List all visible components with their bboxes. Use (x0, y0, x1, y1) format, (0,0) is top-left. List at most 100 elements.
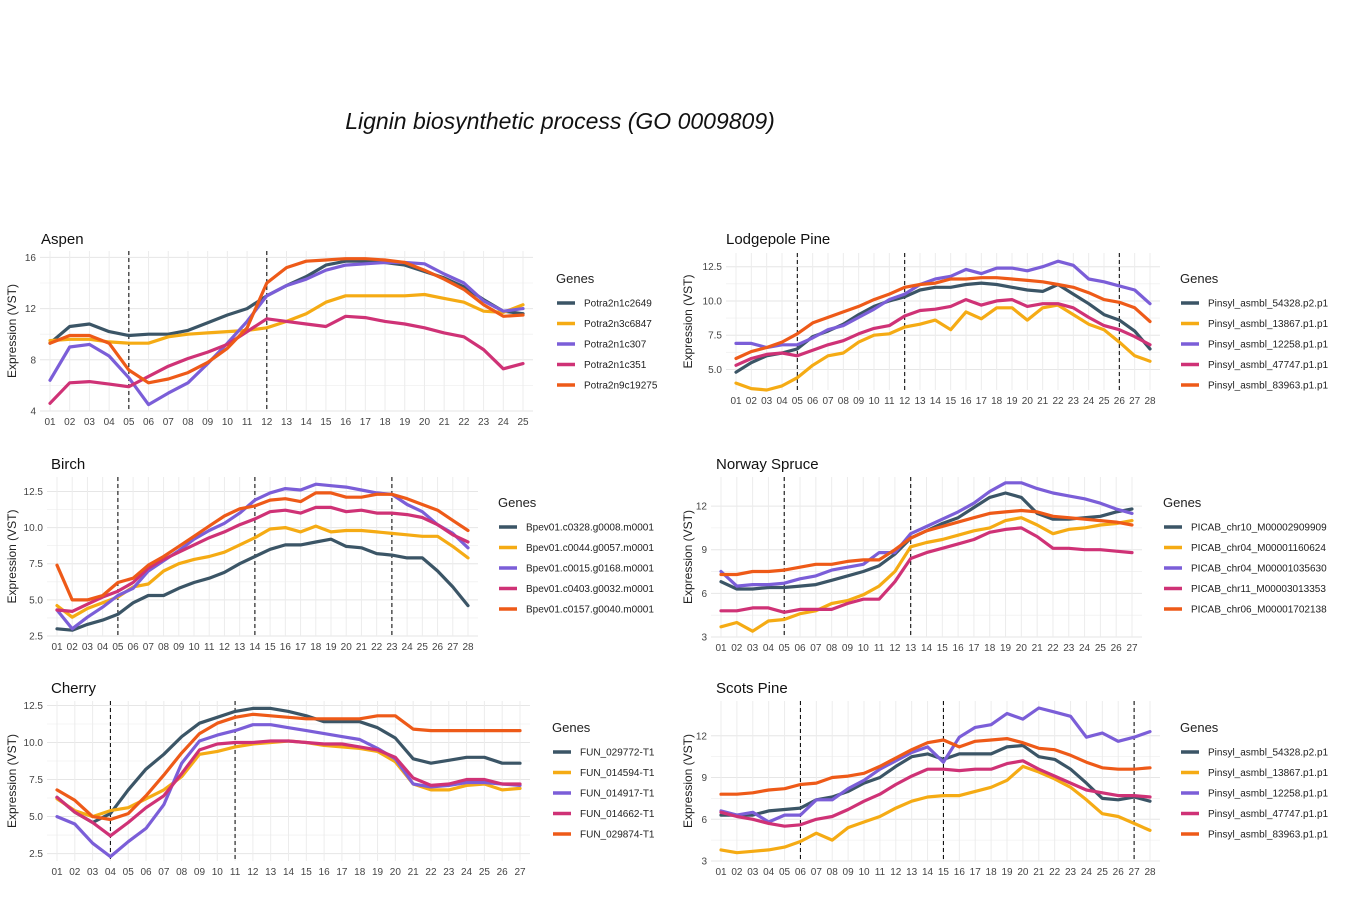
panel-scots-pine: 3 6 9 12 01 02 03 04 05 06 07 08 09 10 11 12 13 14 15 16 17 1… (681, 680, 1329, 878)
y-tick-label: 12 (696, 502, 708, 513)
legend-title: Genes (1180, 271, 1219, 286)
x-tick-label: 04 (105, 867, 117, 878)
legend-label: Potra2n3c6847 (584, 319, 652, 330)
series-line-PICAB_chr06_M00001702138 (719, 508, 1134, 577)
legend-label: Bpev01.c0328.g0008.m0001 (526, 523, 654, 534)
x-tick-label: 14 (921, 643, 933, 654)
x-tick-label: 03 (747, 867, 759, 878)
x-tick-label: 27 (447, 642, 459, 653)
legend-label: PICAB_chr10_M00002909909 (1191, 523, 1327, 534)
y-tick-label: 12.5 (24, 487, 44, 498)
x-tick-label: 14 (922, 867, 934, 878)
x-tick-label: 07 (811, 867, 823, 878)
x-tick-label: 16 (319, 867, 331, 878)
x-tick-label: 23 (1068, 396, 1080, 407)
series-line-Bpev01.c0015.g0168.m0001 (55, 482, 470, 631)
legend-label: Potra2n1c2649 (584, 299, 652, 310)
x-tick-label: 09 (853, 396, 865, 407)
legend-label: Pinsyl_asmbl_47747.p1.p1 (1208, 360, 1329, 371)
x-tick-label: 07 (158, 867, 170, 878)
x-tick-label: 23 (1065, 867, 1077, 878)
series-line-Pinsyl_asmbl_13867.p1.p1 (719, 764, 1152, 855)
x-tick-label: 07 (143, 642, 155, 653)
x-tick-label: 07 (810, 643, 822, 654)
y-tick-label: 2.5 (29, 849, 43, 860)
x-tick-label: 07 (163, 417, 175, 428)
x-tick-label: 23 (443, 867, 455, 878)
x-tick-label: 12 (889, 643, 901, 654)
x-tick-label: 15 (320, 417, 332, 428)
x-tick-label: 19 (1006, 396, 1018, 407)
series-line-PICAB_chr04_M00001160624 (719, 516, 1134, 633)
x-tick-label: 20 (1017, 867, 1029, 878)
series-line-Bpev01.c0157.g0040.m0001 (55, 491, 470, 602)
x-tick-label: 22 (1052, 396, 1064, 407)
x-tick-label: 02 (746, 396, 758, 407)
x-tick-label: 18 (986, 867, 998, 878)
x-tick-label: 08 (158, 642, 170, 653)
x-tick-label: 20 (419, 417, 431, 428)
x-tick-label: 28 (1144, 867, 1156, 878)
legend-label: Potra2n1c351 (584, 360, 647, 371)
x-tick-label: 25 (417, 642, 429, 653)
x-tick-label: 13 (265, 867, 277, 878)
y-tick-label: 5.0 (29, 812, 43, 823)
y-axis-label: Expression (VST) (681, 510, 695, 604)
legend-label: PICAB_chr04_M00001035630 (1191, 564, 1327, 575)
x-tick-label: 12 (899, 396, 911, 407)
y-tick-label: 8 (30, 355, 36, 366)
x-tick-label: 19 (399, 417, 411, 428)
legend-title: Genes (552, 720, 591, 735)
x-tick-label: 14 (283, 867, 295, 878)
x-tick-label: 18 (991, 396, 1003, 407)
panel-birch: 2.5 5.0 7.5 10.0 12.5 01 02 03 04 05 06 07 08 09 10 11 1… (5, 456, 654, 653)
x-tick-label: 13 (234, 642, 246, 653)
series-line-Pinsyl_asmbl_13867.p1.p1 (734, 303, 1152, 392)
x-tick-label: 25 (1097, 867, 1109, 878)
x-tick-label: 19 (1001, 867, 1013, 878)
x-tick-label: 12 (261, 417, 273, 428)
x-tick-label: 01 (44, 417, 56, 428)
x-tick-label: 18 (379, 417, 391, 428)
x-tick-label: 12 (219, 642, 231, 653)
x-tick-label: 24 (402, 642, 414, 653)
x-tick-label: 22 (425, 867, 437, 878)
y-tick-label: 3 (701, 633, 707, 644)
x-tick-label: 08 (827, 867, 839, 878)
y-tick-label: 7.5 (708, 331, 722, 342)
x-tick-label: 02 (64, 417, 76, 428)
x-tick-label: 16 (954, 867, 966, 878)
x-tick-label: 13 (905, 643, 917, 654)
x-tick-label: 21 (1037, 396, 1049, 407)
legend-label: FUN_029874-T1 (580, 830, 655, 841)
legend-label: Pinsyl_asmbl_83963.p1.p1 (1208, 830, 1329, 841)
legend-label: Bpev01.c0403.g0032.m0001 (526, 584, 654, 595)
x-tick-label: 11 (884, 396, 895, 407)
legend-label: Potra2n9c19275 (584, 381, 658, 392)
x-tick-label: 01 (51, 642, 63, 653)
x-tick-label: 26 (1111, 643, 1123, 654)
x-tick-label: 15 (938, 867, 950, 878)
x-tick-label: 20 (390, 867, 402, 878)
y-axis-label: Expression (VST) (681, 274, 695, 368)
x-tick-label: 04 (776, 396, 788, 407)
x-tick-label: 10 (868, 396, 880, 407)
x-tick-label: 25 (479, 867, 491, 878)
x-tick-label: 21 (439, 417, 451, 428)
y-axis-label: Expression (VST) (5, 509, 19, 603)
panel-aspen: 4 8 12 16 01 02 03 04 05 06 07 08 09 10 11 12 13 14 15 16 17… (5, 231, 658, 428)
x-tick-label: 13 (281, 417, 293, 428)
panel-title: Cherry (51, 680, 97, 697)
x-tick-label: 23 (1063, 643, 1075, 654)
y-tick-label: 2.5 (29, 632, 43, 643)
x-tick-label: 08 (176, 867, 188, 878)
x-tick-label: 27 (1129, 396, 1141, 407)
x-tick-label: 15 (937, 643, 949, 654)
x-tick-label: 20 (1022, 396, 1034, 407)
x-tick-label: 27 (1126, 643, 1138, 654)
legend-label: FUN_014594-T1 (580, 768, 655, 779)
legend-title: Genes (1180, 720, 1219, 735)
x-tick-label: 09 (202, 417, 214, 428)
x-tick-label: 12 (247, 867, 259, 878)
y-tick-label: 6 (701, 815, 707, 826)
